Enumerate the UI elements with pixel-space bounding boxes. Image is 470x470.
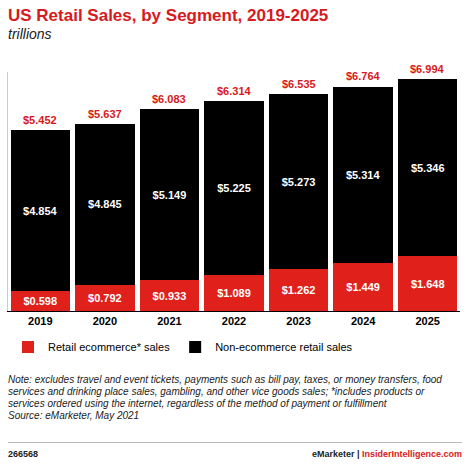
html-text:eMarketer | InsiderIntelligenc: eMarketer | InsiderIntelligence.com: [311, 449, 462, 459]
svg-text:$4.845: $4.845: [88, 198, 122, 210]
svg-text:2025: 2025: [415, 315, 439, 327]
svg-text:$0.792: $0.792: [88, 292, 122, 304]
svg-text:$4.854: $4.854: [23, 205, 58, 217]
svg-text:$5.452: $5.452: [23, 114, 57, 126]
svg-text:$1.262: $1.262: [282, 284, 316, 296]
svg-text:Non-ecommerce retail sales: Non-ecommerce retail sales: [215, 341, 352, 353]
svg-text:$1.449: $1.449: [346, 281, 380, 293]
svg-text:$6.083: $6.083: [152, 93, 186, 105]
svg-text:$5.149: $5.149: [153, 189, 187, 201]
svg-text:2022: 2022: [222, 315, 246, 327]
svg-text:$6.994: $6.994: [410, 63, 445, 75]
svg-text:2023: 2023: [286, 315, 310, 327]
svg-text:2019: 2019: [28, 315, 52, 327]
svg-text:2020: 2020: [93, 315, 117, 327]
svg-text:2021: 2021: [157, 315, 181, 327]
svg-text:$5.314: $5.314: [346, 169, 381, 181]
html-text:Note: excludes travel and even: Note: excludes travel and event tickets,…: [8, 374, 442, 409]
svg-text:2024: 2024: [351, 315, 376, 327]
svg-text:$0.598: $0.598: [23, 295, 57, 307]
svg-text:$5.225: $5.225: [217, 182, 251, 194]
html-text:Source: eMarketer, May 2021: Source: eMarketer, May 2021: [8, 410, 140, 421]
svg-text:Retail ecommerce* sales: Retail ecommerce* sales: [48, 341, 170, 353]
svg-text:$1.648: $1.648: [411, 278, 445, 290]
svg-text:$5.637: $5.637: [88, 108, 122, 120]
svg-text:$5.273: $5.273: [282, 176, 316, 188]
svg-text:$0.933: $0.933: [153, 290, 187, 302]
svg-text:$5.346: $5.346: [411, 162, 445, 174]
svg-text:$6.314: $6.314: [217, 85, 252, 97]
html-text:US Retail Sales, by Segment, 2: US Retail Sales, by Segment, 2019-2025: [8, 6, 329, 25]
html-text:trillions: trillions: [8, 26, 52, 42]
html-text:266568: 266568: [8, 449, 38, 459]
svg-text:$6.764: $6.764: [346, 70, 381, 82]
svg-text:$6.535: $6.535: [282, 78, 316, 90]
svg-text:$1.089: $1.089: [217, 287, 251, 299]
